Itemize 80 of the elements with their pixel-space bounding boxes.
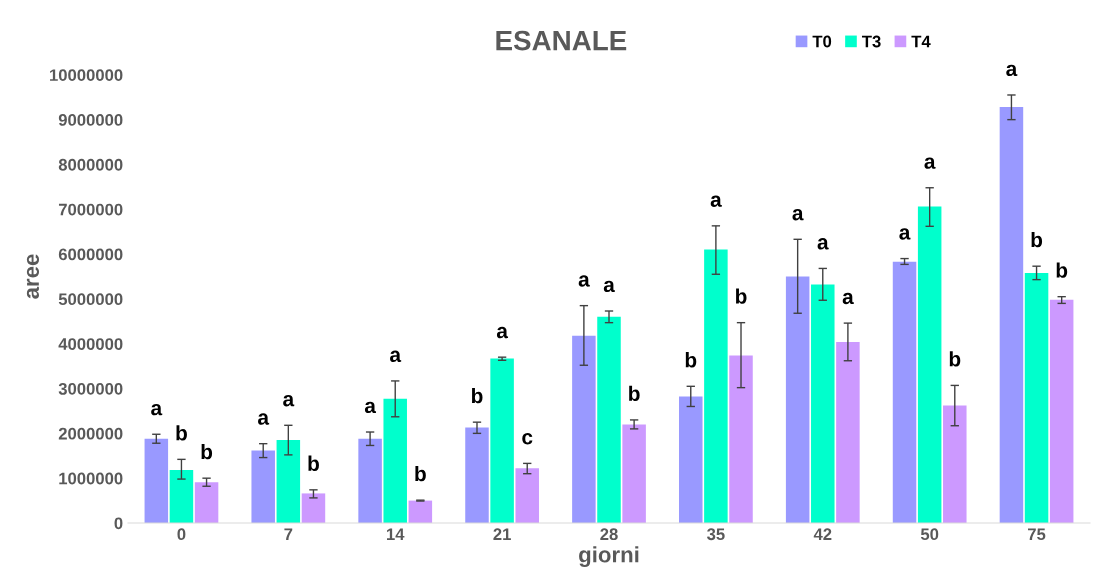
data-label: a bbox=[151, 403, 163, 416]
x-tick-label: 28 bbox=[600, 528, 618, 541]
x-tick-label: 50 bbox=[920, 528, 939, 541]
y-tick-label: 4000000 bbox=[58, 338, 123, 350]
bar bbox=[917, 206, 942, 523]
data-label: a bbox=[817, 238, 829, 250]
legend-label: T3 bbox=[861, 35, 881, 48]
data-label: b bbox=[1056, 262, 1068, 278]
data-label: a bbox=[842, 292, 854, 305]
bar bbox=[622, 424, 646, 523]
bar bbox=[515, 468, 539, 523]
data-label: a bbox=[603, 280, 615, 293]
bar bbox=[194, 482, 219, 523]
bar bbox=[144, 438, 169, 523]
bar bbox=[704, 249, 728, 523]
data-label: b bbox=[685, 352, 697, 368]
bar bbox=[729, 355, 753, 523]
bar bbox=[251, 450, 275, 523]
data-label: a bbox=[283, 394, 295, 407]
data-label: b bbox=[736, 288, 747, 304]
bar bbox=[572, 335, 596, 523]
bar bbox=[597, 316, 621, 523]
y-tick-label: 8000000 bbox=[58, 158, 123, 171]
y-tick-label: 5000000 bbox=[58, 293, 123, 306]
bar bbox=[943, 405, 967, 523]
chart-title: ESANALE bbox=[496, 30, 627, 51]
bar bbox=[301, 493, 326, 523]
x-tick-label: 21 bbox=[493, 528, 511, 540]
data-label: a bbox=[1006, 64, 1018, 77]
data-label: a bbox=[924, 157, 936, 169]
bar bbox=[999, 107, 1024, 523]
data-label: b bbox=[308, 455, 319, 471]
x-tick-label: 0 bbox=[177, 528, 186, 541]
x-tick-label: 14 bbox=[387, 528, 405, 540]
data-label: a bbox=[258, 413, 270, 425]
y-tick-label: 2000000 bbox=[58, 427, 123, 440]
data-label: b bbox=[176, 425, 187, 441]
data-label: a bbox=[710, 195, 722, 207]
y-tick-label: 3000000 bbox=[58, 382, 123, 395]
y-tick-label: 7000000 bbox=[58, 203, 123, 216]
bar bbox=[276, 440, 301, 523]
data-label: a bbox=[899, 228, 911, 240]
bar bbox=[836, 341, 860, 523]
bar bbox=[892, 261, 917, 523]
data-label: c bbox=[522, 433, 533, 445]
y-tick-label: 9000000 bbox=[58, 114, 123, 126]
x-tick-label: 42 bbox=[813, 528, 832, 540]
bar bbox=[1049, 299, 1074, 523]
bar bbox=[490, 358, 514, 523]
x-tick-label: 35 bbox=[707, 528, 725, 541]
y-tick-label: 6000000 bbox=[58, 248, 123, 261]
data-label: b bbox=[201, 443, 213, 460]
bar bbox=[465, 427, 489, 523]
data-label: b bbox=[1031, 231, 1043, 248]
data-label: b bbox=[415, 465, 426, 482]
data-label: a bbox=[364, 401, 377, 414]
bar bbox=[408, 500, 433, 523]
data-label: b bbox=[949, 351, 961, 367]
data-label: a bbox=[578, 275, 590, 287]
bar bbox=[1024, 272, 1049, 523]
data-label: a bbox=[390, 350, 402, 363]
bar bbox=[383, 398, 407, 523]
bar bbox=[169, 470, 194, 523]
data-label: b bbox=[472, 387, 483, 404]
data-label: a bbox=[496, 326, 509, 339]
bar bbox=[811, 284, 835, 523]
legend-label: T0 bbox=[812, 35, 832, 48]
x-tick-label: 7 bbox=[284, 528, 293, 540]
x-axis-title: giorni bbox=[579, 546, 639, 567]
legend-label: T4 bbox=[911, 35, 931, 48]
data-label: b bbox=[629, 385, 640, 402]
bar bbox=[358, 438, 382, 523]
data-label: a bbox=[792, 208, 804, 221]
x-tick-label: 75 bbox=[1028, 528, 1046, 541]
y-tick-label: 1000000 bbox=[59, 472, 123, 485]
bar bbox=[679, 396, 703, 523]
y-tick-label: 10000000 bbox=[50, 69, 123, 82]
bar bbox=[785, 276, 810, 523]
y-axis-title: aree bbox=[26, 254, 40, 299]
y-tick-label: 0 bbox=[114, 517, 123, 530]
